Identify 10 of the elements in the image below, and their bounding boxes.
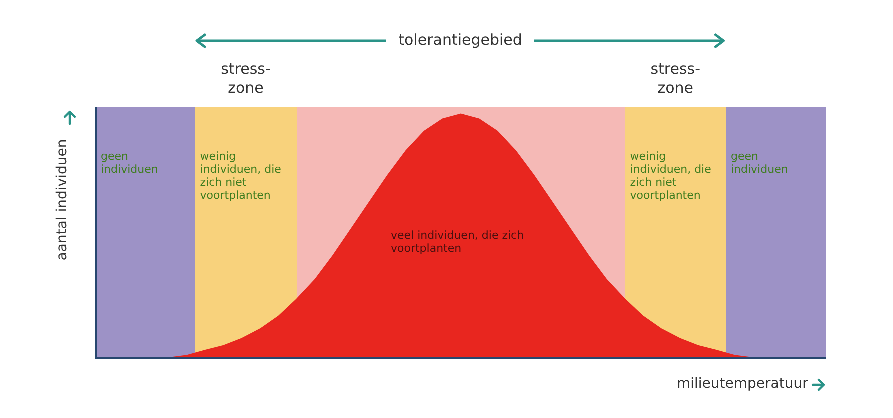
annotation: geen individuen — [101, 150, 160, 176]
text: tolerantiegebied — [398, 31, 522, 49]
text: stress- zone — [220, 60, 272, 98]
y-axis-title: aantal individuen — [54, 138, 70, 260]
annotation: weinig individuen, die zich niet voortplanten — [200, 150, 282, 202]
text: stress- zone — [650, 60, 702, 98]
annotation: veel individuen, die zich voortplanten — [391, 229, 526, 255]
annotation: geen individuen — [730, 150, 790, 176]
x-axis-title: milieutemperatuur — [677, 376, 808, 392]
annotation: weinig individuen, die zich niet voortplanten — [630, 150, 712, 202]
